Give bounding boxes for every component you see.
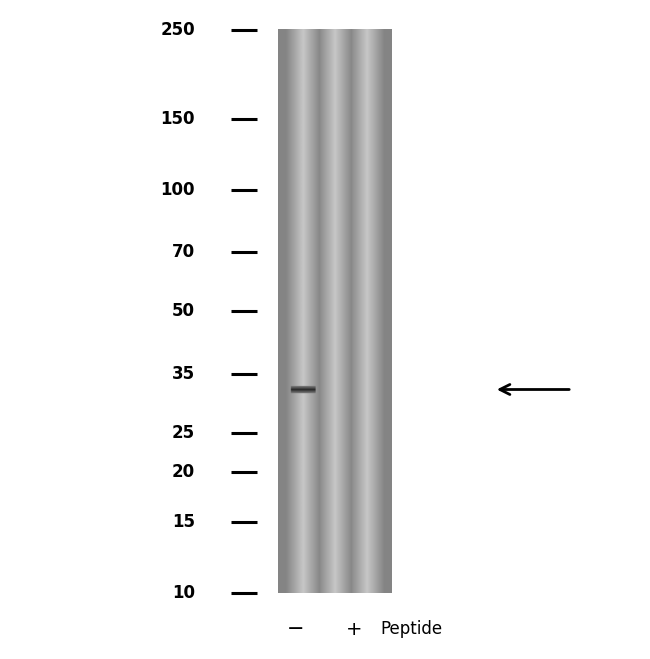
Text: 15: 15 <box>172 513 195 531</box>
Text: +: + <box>346 620 363 639</box>
Text: Peptide: Peptide <box>380 620 443 639</box>
Text: 250: 250 <box>161 20 195 39</box>
Text: 35: 35 <box>172 365 195 383</box>
Text: 25: 25 <box>172 424 195 442</box>
Text: 50: 50 <box>172 302 195 320</box>
Text: 150: 150 <box>161 110 195 128</box>
Text: 20: 20 <box>172 463 195 481</box>
Text: 10: 10 <box>172 584 195 602</box>
Text: 100: 100 <box>161 181 195 199</box>
Text: −: − <box>287 619 304 639</box>
Text: 70: 70 <box>172 243 195 262</box>
